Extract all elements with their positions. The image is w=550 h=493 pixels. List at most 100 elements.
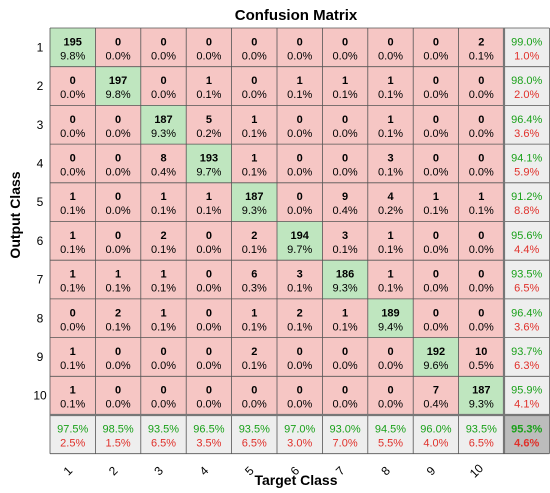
summary-cell-bg (504, 221, 550, 261)
matrix-cells: 1959.8%00.0%00.0%00.0%00.0%00.0%00.0%00.… (50, 28, 550, 454)
matrix-cell: 187 9.3% (458, 376, 504, 415)
cell-count: 4 (387, 191, 394, 203)
matrix-cell: 1 0.1% (322, 298, 368, 338)
cell-percentage: 9.3% (333, 283, 358, 295)
matrix-cell: 1 0.1% (50, 337, 96, 377)
cell-percentage: 0.0% (242, 89, 267, 101)
cell-percentage: 0.0% (469, 321, 494, 333)
cell-count: 0 (297, 36, 303, 48)
cell-percentage: 0.0% (333, 50, 358, 62)
cell-count: 0 (115, 230, 121, 242)
cell-count: 0 (342, 346, 348, 358)
matrix-cell: 0 0.0% (95, 376, 141, 415)
incorrect-cell-bg (367, 376, 414, 415)
incorrect-cell-bg (140, 260, 187, 299)
y-tick-label: 5 (37, 195, 44, 209)
summary-cell-bg (458, 415, 504, 454)
matrix-cell: 0 0.0% (277, 182, 323, 222)
row-precision: 99.0% (511, 36, 542, 48)
incorrect-cell-bg (277, 28, 323, 67)
cell-count: 0 (115, 385, 121, 397)
incorrect-cell-bg (367, 66, 414, 106)
row-summary-cell: 94.1% 5.9% (504, 144, 550, 183)
cell-percentage: 0.0% (287, 399, 312, 411)
matrix-cell: 0 0.0% (413, 28, 459, 67)
cell-count: 1 (478, 191, 484, 203)
cell-count: 0 (342, 152, 348, 164)
cell-percentage: 0.1% (378, 244, 403, 256)
matrix-cell: 0 0.0% (140, 337, 187, 377)
matrix-cell: 1 0.1% (277, 66, 323, 106)
matrix-cell: 0 0.0% (95, 182, 141, 222)
cell-percentage: 0.0% (423, 283, 448, 295)
summary-cell-bg (231, 415, 277, 454)
incorrect-cell-bg (95, 144, 141, 183)
incorrect-cell-bg (458, 337, 504, 377)
cell-count: 2 (160, 230, 166, 242)
incorrect-cell-bg (367, 260, 414, 299)
cell-percentage: 0.0% (242, 50, 267, 62)
cell-count: 1 (251, 307, 257, 319)
cell-count: 197 (109, 75, 127, 87)
column-error: 3.0% (287, 437, 312, 449)
x-axis-label: Target Class (255, 472, 338, 488)
matrix-cell: 187 9.3% (231, 182, 277, 222)
cell-count: 0 (433, 307, 439, 319)
cell-count: 0 (115, 114, 121, 126)
matrix-cell: 2 0.1% (95, 298, 141, 338)
cell-count: 3 (342, 230, 348, 242)
cell-count: 0 (70, 307, 76, 319)
incorrect-cell-bg (140, 66, 187, 106)
matrix-cell: 0 0.0% (413, 298, 459, 338)
row-summary-cell: 93.5% 6.5% (504, 260, 550, 299)
column-summary-cell: 96.5% 3.5% (186, 415, 232, 454)
cell-count: 0 (70, 152, 76, 164)
summary-cell-bg (367, 415, 414, 454)
row-error: 3.6% (514, 128, 539, 140)
cell-percentage: 0.2% (378, 205, 403, 217)
matrix-cell: 0 0.0% (50, 144, 96, 183)
incorrect-cell-bg (231, 144, 277, 183)
incorrect-cell-bg (186, 105, 232, 145)
cell-percentage: 0.0% (196, 283, 221, 295)
cell-percentage: 0.0% (106, 128, 131, 140)
cell-percentage: 0.4% (333, 205, 358, 217)
cell-count: 0 (206, 230, 212, 242)
cell-count: 0 (342, 36, 348, 48)
matrix-cell: 0 0.0% (277, 144, 323, 183)
matrix-cell: 2 0.1% (231, 337, 277, 377)
matrix-cell: 0 0.0% (186, 298, 232, 338)
incorrect-cell-bg (140, 337, 187, 377)
row-summary-cell: 96.4% 3.6% (504, 105, 550, 145)
cell-percentage: 0.1% (469, 50, 494, 62)
row-precision: 95.9% (511, 385, 542, 397)
x-tick-label: 4 (197, 463, 212, 478)
matrix-cell: 0 0.0% (367, 337, 414, 377)
cell-count: 0 (433, 152, 439, 164)
cell-count: 0 (297, 114, 303, 126)
matrix-grid (49, 27, 550, 455)
matrix-cell: 2 0.1% (140, 221, 187, 261)
column-error: 6.5% (242, 437, 267, 449)
cell-count: 187 (245, 191, 263, 203)
matrix-cell: 1 0.1% (413, 182, 459, 222)
correct-cell-bg (322, 260, 368, 299)
y-tick-label: 10 (33, 389, 47, 403)
cell-count: 1 (387, 230, 393, 242)
cell-percentage: 9.7% (196, 166, 221, 178)
cell-count: 1 (160, 269, 166, 281)
incorrect-cell-bg (322, 298, 368, 338)
cell-count: 0 (297, 191, 303, 203)
cell-percentage: 9.3% (151, 128, 176, 140)
incorrect-cell-bg (413, 376, 459, 415)
matrix-cell: 0 0.0% (50, 105, 96, 145)
matrix-cell: 1 0.1% (367, 260, 414, 299)
row-error: 6.5% (514, 283, 539, 295)
y-tick-label: 1 (37, 40, 44, 54)
cell-percentage: 0.0% (106, 205, 131, 217)
matrix-cell: 3 0.1% (322, 221, 368, 261)
column-error: 6.5% (151, 437, 176, 449)
matrix-cell: 1 0.1% (231, 298, 277, 338)
cell-percentage: 0.0% (196, 360, 221, 372)
matrix-cell: 1 0.1% (367, 105, 414, 145)
